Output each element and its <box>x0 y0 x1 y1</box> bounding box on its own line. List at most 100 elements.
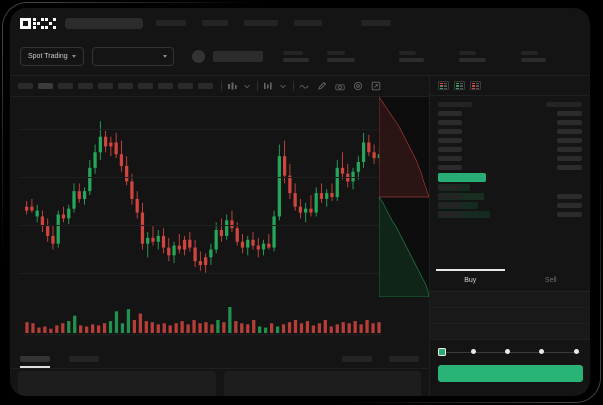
toolbar-divider <box>221 81 222 91</box>
trade-panel: Buy Sell <box>430 269 591 396</box>
total-field[interactable] <box>430 324 590 340</box>
orderbook-spread-row <box>438 173 582 182</box>
top-navigation-bar <box>10 8 590 38</box>
chevron-down-icon <box>162 55 167 58</box>
orderbook-bid-row[interactable] <box>438 183 582 192</box>
candlestick-series <box>25 121 381 273</box>
stat-volume <box>458 51 486 62</box>
trading-mode-label: Spot Trading <box>28 53 68 60</box>
settings-gear-icon[interactable] <box>353 81 363 91</box>
sidebar-item-nav-3[interactable] <box>244 20 278 26</box>
stat-change-label <box>282 51 303 55</box>
bottom-panel-left[interactable] <box>18 371 216 396</box>
trading-pair-selector[interactable] <box>91 47 174 66</box>
camera-icon[interactable] <box>335 81 345 91</box>
amount-field[interactable] <box>430 308 590 324</box>
search-input[interactable] <box>65 17 143 29</box>
okx-logo-icon[interactable] <box>20 17 56 30</box>
orderbook-ask-row[interactable] <box>438 109 582 118</box>
stat-high-label <box>326 51 345 55</box>
timeframe-button-8[interactable] <box>158 83 173 89</box>
logo-glyph-o <box>20 17 31 29</box>
logo-glyph-x <box>45 17 56 29</box>
indicators-icon[interactable] <box>263 81 273 91</box>
orderbook-bid-row[interactable] <box>438 210 582 219</box>
orderbook-view-bids-icon[interactable] <box>454 81 465 90</box>
gridline <box>18 129 429 130</box>
orderbook-ask-row[interactable] <box>438 145 582 154</box>
tab-active-underline <box>20 366 50 368</box>
stat-high-value <box>326 58 355 62</box>
stat-low-label <box>398 51 416 55</box>
fullscreen-icon[interactable] <box>371 81 381 91</box>
gridline <box>18 225 429 226</box>
tab-order-history[interactable] <box>69 355 99 362</box>
stat-turnover-label <box>520 51 538 55</box>
orderbook-ask-row[interactable] <box>438 127 582 136</box>
market-header: Spot Trading <box>10 38 590 76</box>
gridline <box>18 273 429 274</box>
slider-step-dot[interactable] <box>539 349 544 354</box>
orderbook-bid-row[interactable] <box>438 201 582 210</box>
volume-series <box>24 307 382 336</box>
sidebar-item-nav-5[interactable] <box>361 20 391 26</box>
amount-slider[interactable] <box>438 346 583 360</box>
trading-mode-selector[interactable]: Spot Trading <box>20 47 84 66</box>
slider-handle[interactable] <box>438 348 446 356</box>
timeframe-button-1[interactable] <box>18 83 33 89</box>
timeframe-button-6[interactable] <box>118 83 133 89</box>
toolbar-divider <box>257 81 258 91</box>
orders-panels <box>10 371 429 396</box>
timeframe-button-9[interactable] <box>178 83 193 89</box>
tab-open-orders-label <box>20 355 50 362</box>
pencil-icon[interactable] <box>317 81 327 91</box>
chart-type-icon[interactable] <box>227 81 237 91</box>
volume-chart <box>10 301 429 347</box>
price-field[interactable] <box>430 292 590 308</box>
slider-step-dot[interactable] <box>574 349 579 354</box>
timeframe-button-3[interactable] <box>58 83 73 89</box>
timeframe-button-4[interactable] <box>78 83 93 89</box>
orderbook-view-asks-icon[interactable] <box>470 81 481 90</box>
sidebar-item-nav-4[interactable] <box>294 20 322 26</box>
coin-avatar <box>191 50 205 63</box>
orderbook-bid-row[interactable] <box>438 192 582 201</box>
timeframe-button-2[interactable] <box>38 83 53 89</box>
price-chart[interactable] <box>10 97 429 297</box>
slider-step-dot[interactable] <box>505 349 510 354</box>
orderbook-ask-row[interactable] <box>438 118 582 127</box>
stat-turnover-value <box>520 58 546 62</box>
stat-low-value <box>398 58 424 62</box>
tab-buy[interactable]: Buy <box>430 269 511 291</box>
timeframe-button-7[interactable] <box>138 83 153 89</box>
depth-chart <box>379 97 429 297</box>
timeframe-button-10[interactable] <box>198 83 213 89</box>
stat-high <box>326 51 355 62</box>
tab-open-orders[interactable] <box>20 355 50 368</box>
line-tool-icon[interactable] <box>299 81 309 91</box>
orders-tabbar <box>10 349 429 369</box>
indicators-chevron-down-icon[interactable] <box>278 81 288 91</box>
sidebar-item-nav-1[interactable] <box>156 20 186 26</box>
stat-turnover <box>520 51 546 62</box>
chart-toolbar <box>10 76 429 97</box>
col-price <box>438 102 472 107</box>
orderbook-ask-row[interactable] <box>438 136 582 145</box>
buy-button[interactable] <box>438 365 583 382</box>
sidebar-item-nav-2[interactable] <box>202 20 228 26</box>
trade-tabs: Buy Sell <box>430 269 591 292</box>
slider-step-dot[interactable] <box>471 349 476 354</box>
orderbook-view-both-icon[interactable] <box>438 81 449 90</box>
timeframe-button-5[interactable] <box>98 83 113 89</box>
orderbook-ask-row[interactable] <box>438 163 582 172</box>
stat-change <box>282 51 309 62</box>
chevron-down-icon <box>71 55 76 58</box>
chart-type-chevron-down-icon[interactable] <box>242 81 252 91</box>
app-screen: Spot Trading <box>10 8 590 396</box>
bottom-action-2[interactable] <box>389 355 419 362</box>
orderbook-ask-row[interactable] <box>438 154 582 163</box>
orderbook-rows <box>430 96 590 219</box>
bottom-panel-right[interactable] <box>223 371 421 396</box>
tab-sell[interactable]: Sell <box>511 270 591 291</box>
bottom-action-1[interactable] <box>342 355 372 362</box>
